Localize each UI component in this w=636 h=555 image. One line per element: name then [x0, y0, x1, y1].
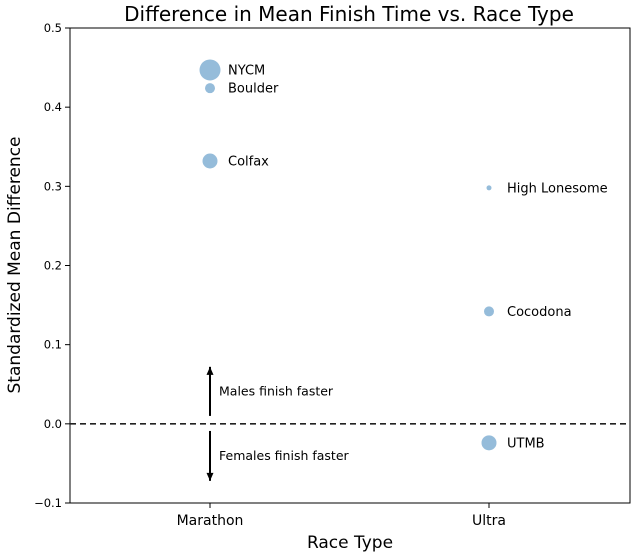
data-label: High Lonesome [507, 181, 608, 196]
data-point [202, 153, 218, 169]
x-tick-label: Marathon [177, 513, 244, 529]
y-tick-label: 0.2 [44, 259, 62, 273]
y-tick-label: 0.4 [44, 100, 62, 114]
annotation-arrowhead [206, 366, 214, 375]
y-tick-label: −0.1 [34, 496, 62, 510]
data-label: NYCM [228, 63, 265, 78]
y-tick-label: 0.1 [44, 338, 62, 352]
data-point [486, 185, 492, 191]
chart-title: Difference in Mean Finish Time vs. Race … [124, 2, 574, 26]
x-axis: Marathon Ultra [177, 503, 506, 529]
data-point [481, 435, 497, 451]
data-label: UTMB [507, 436, 545, 451]
x-tick-label: Ultra [472, 513, 506, 529]
data-point [199, 59, 221, 81]
data-label: Colfax [228, 155, 269, 170]
data-points: NYCM Boulder Colfax High Lonesome Cocodona UT… [199, 59, 608, 451]
data-label: Boulder [228, 82, 279, 97]
data-point [484, 306, 494, 317]
y-axis: −0.1 0.0 0.1 0.2 0.3 0.4 0.5 [34, 21, 70, 510]
y-tick-label: 0.0 [44, 417, 62, 431]
annotations: Males finish faster Females finish faster [206, 366, 350, 481]
y-axis-label: Standardized Mean Difference [5, 136, 25, 393]
annotation-arrowhead [206, 472, 214, 481]
data-point [205, 83, 215, 94]
x-axis-label: Race Type [307, 533, 393, 553]
y-tick-label: 0.3 [44, 179, 62, 193]
data-label: Cocodona [507, 305, 572, 320]
y-tick-label: 0.5 [44, 21, 62, 35]
plot-frame [69, 27, 631, 504]
annotation-label: Males finish faster [219, 383, 334, 398]
annotation-label: Females finish faster [219, 448, 350, 463]
